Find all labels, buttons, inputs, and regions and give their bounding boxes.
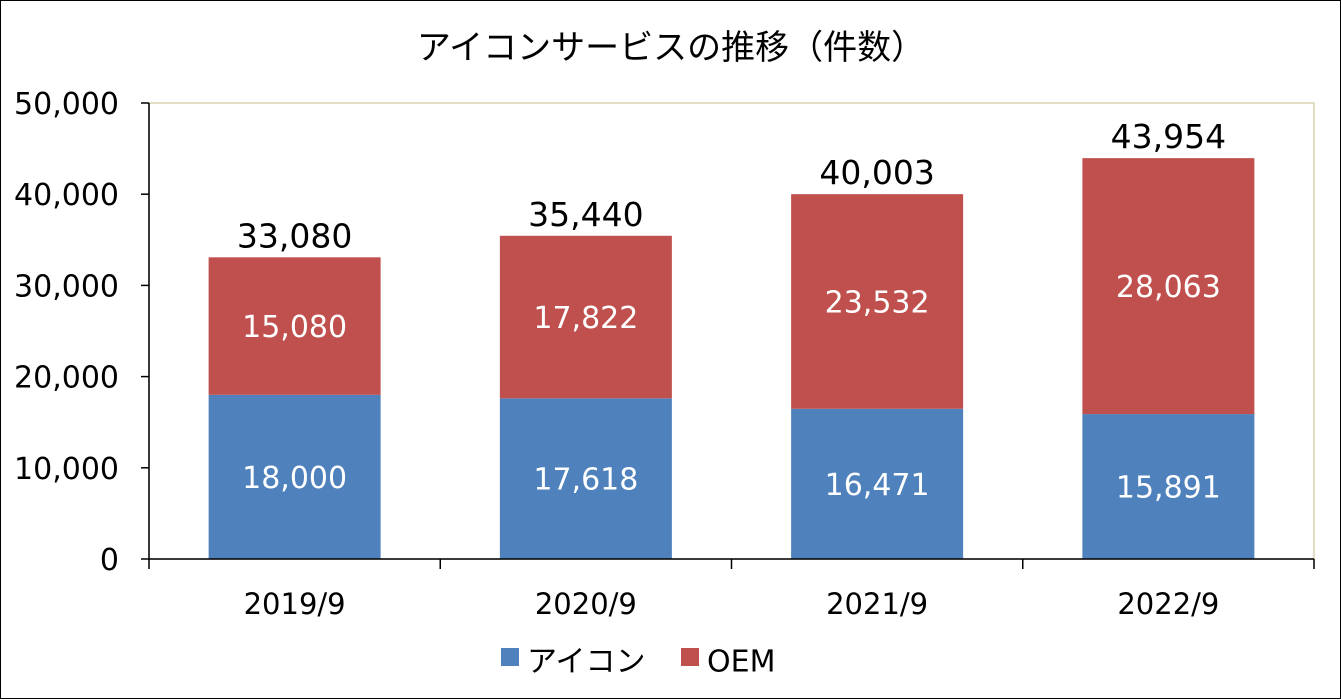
- total-label-0: 33,080: [237, 216, 352, 255]
- data-label-icon-3: 15,891: [1116, 471, 1221, 506]
- legend: アイコン OEM: [501, 645, 775, 680]
- data-label-oem-0: 15,080: [242, 310, 347, 345]
- bar-icon-0: [208, 394, 381, 559]
- x-tick-label-3: 2022/9: [1117, 587, 1219, 621]
- y-tick-label-1: 10,000: [14, 452, 119, 487]
- bar-oem-1: [499, 235, 672, 399]
- y-tick-label-0: 0: [100, 543, 119, 578]
- labels-layer: 18,000 15,080 33,080 17,618 17,822 35,440 16,4…: [237, 117, 1226, 505]
- bar-icon-3: [1082, 414, 1255, 559]
- y-tick-label-4: 40,000: [14, 178, 119, 213]
- total-label-2: 40,003: [819, 153, 934, 192]
- y-tick-label-2: 20,000: [14, 361, 119, 396]
- x-tick-label-0: 2019/9: [244, 587, 346, 621]
- legend-label-icon: アイコン: [527, 645, 646, 680]
- data-label-oem-2: 23,532: [825, 285, 930, 320]
- y-tick-label-5: 50,000: [14, 87, 119, 122]
- data-label-oem-3: 28,063: [1116, 270, 1221, 305]
- axes-layer: 2019/9 2020/9 2021/9 2022/9 0 10,000 20,000 30,…: [14, 87, 1315, 621]
- data-label-icon-0: 18,000: [242, 461, 347, 496]
- y-tick-label-3: 30,000: [14, 269, 119, 304]
- bar-icon-1: [499, 398, 672, 559]
- legend-swatch-oem: [681, 648, 699, 666]
- data-label-icon-1: 17,618: [533, 463, 638, 498]
- chart-title: アイコンサービスの推移（件数）: [417, 28, 925, 68]
- bar-oem-0: [208, 257, 381, 395]
- bar-icon-2: [791, 408, 964, 559]
- total-label-1: 35,440: [528, 195, 643, 234]
- bar-oem-3: [1082, 158, 1255, 415]
- bar-oem-2: [791, 194, 964, 409]
- legend-swatch-icon: [501, 648, 519, 666]
- data-label-oem-1: 17,822: [533, 301, 638, 336]
- x-tick-label-1: 2020/9: [535, 587, 637, 621]
- legend-label-oem: OEM: [707, 645, 775, 680]
- data-label-icon-2: 16,471: [825, 468, 930, 503]
- total-label-3: 43,954: [1111, 117, 1226, 156]
- bars-layer: [208, 158, 1255, 559]
- x-tick-label-2: 2021/9: [826, 587, 928, 621]
